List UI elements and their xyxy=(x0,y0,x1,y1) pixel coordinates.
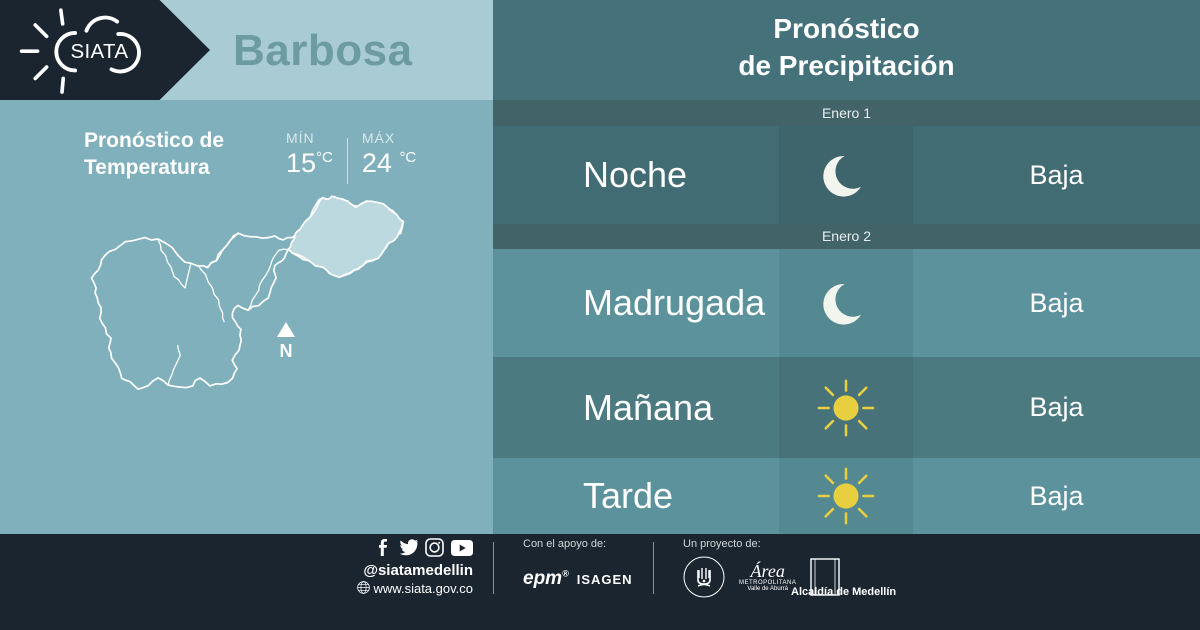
svg-text:N: N xyxy=(280,341,293,361)
